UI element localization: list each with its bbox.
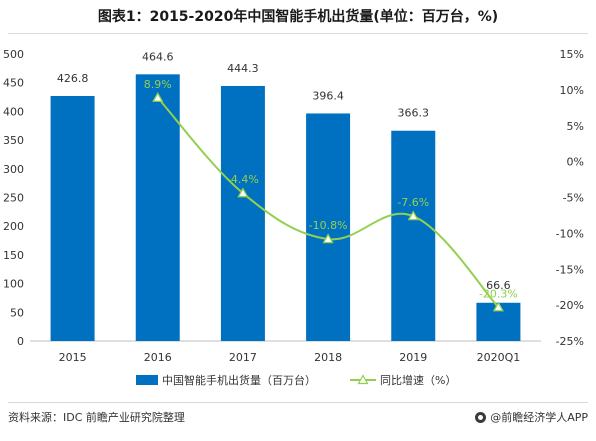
right-axis-tick-label: 5% xyxy=(567,120,584,133)
legend-bar-label: 中国智能手机出货量（百万台） xyxy=(162,373,316,387)
right-axis-tick-label: 15% xyxy=(560,48,584,61)
left-axis-tick-label: 300 xyxy=(3,163,24,176)
bar-value-label: 464.6 xyxy=(142,50,174,63)
right-axis-tick-label: -20% xyxy=(556,299,584,312)
line-point-marker xyxy=(492,301,505,312)
left-axis-tick-label: 50 xyxy=(10,306,24,319)
left-axis-tick-label: 150 xyxy=(3,249,24,262)
left-axis-tick-label: 100 xyxy=(3,278,24,291)
x-axis-tick-label: 2020Q1 xyxy=(477,351,521,364)
left-axis-tick-label: 250 xyxy=(3,192,24,205)
left-axis-tick-label: 350 xyxy=(3,134,24,147)
right-axis-tick-label: -5% xyxy=(563,192,584,205)
source-note: 资料来源：IDC 前瞻产业研究院整理 xyxy=(8,411,185,424)
line-value-label: -4.4% xyxy=(227,173,259,186)
right-axis-tick-label: -10% xyxy=(556,227,584,240)
line-value-label: -10.8% xyxy=(309,219,348,232)
right-axis-tick-label: 10% xyxy=(560,84,584,97)
line-point-marker xyxy=(237,187,249,198)
left-axis-tick-label: 450 xyxy=(3,77,24,90)
legend-line-label: 同比增速（%） xyxy=(380,373,456,387)
x-axis-tick-label: 2019 xyxy=(399,351,427,364)
line-value-label: 8.9% xyxy=(144,78,172,91)
line-point-marker xyxy=(152,91,164,102)
line-point-marker xyxy=(407,210,419,221)
left-axis-tick-label: 500 xyxy=(3,48,24,61)
x-axis-tick-label: 2018 xyxy=(314,351,342,364)
title-divider xyxy=(8,33,588,34)
brand-logo-icon xyxy=(475,411,487,423)
brand-text: @前瞻经济学人APP xyxy=(490,411,588,424)
line-point-marker xyxy=(322,233,334,244)
left-axis: 0 50 100 150 200 250 300 350 400 450 500 xyxy=(3,48,24,348)
bar xyxy=(220,85,265,341)
right-axis-tick-label: -15% xyxy=(556,263,584,276)
bar-value-label: 366.3 xyxy=(398,107,430,120)
right-axis-tick-label: -25% xyxy=(556,335,584,348)
bar xyxy=(306,113,351,341)
bar-value-label: 444.3 xyxy=(227,62,259,75)
bar-value-labels: 426.8 464.6 444.3 396.4 366.3 66.6 xyxy=(57,50,511,291)
left-axis-tick-label: 400 xyxy=(3,105,24,118)
x-axis: 2015 2016 2017 2018 2019 2020Q1 xyxy=(30,340,541,364)
x-axis-tick-label: 2017 xyxy=(229,351,257,364)
right-axis-tick-label: 0% xyxy=(567,156,584,169)
bar-series xyxy=(50,74,521,341)
bar-value-label: 66.6 xyxy=(486,279,511,292)
bar-value-label: 396.4 xyxy=(312,89,344,102)
x-axis-tick-label: 2015 xyxy=(59,351,87,364)
chart-title: 图表1：2015-2020年中国智能手机出货量(单位：百万台，%) xyxy=(97,9,499,25)
line-value-labels: 8.9% -4.4% -10.8% -7.6% -20.3% xyxy=(144,78,518,301)
line-value-label: -7.6% xyxy=(397,196,429,209)
bar xyxy=(391,130,436,341)
bar xyxy=(135,74,180,341)
left-axis-tick-label: 0 xyxy=(17,335,24,348)
line-value-label: -20.3% xyxy=(479,287,518,300)
bar xyxy=(50,96,95,341)
source-divider xyxy=(8,402,588,403)
legend-bar-swatch xyxy=(136,375,158,385)
x-axis-tick-label: 2016 xyxy=(144,351,172,364)
bar-value-label: 426.8 xyxy=(57,72,89,85)
left-axis-tick-label: 200 xyxy=(3,220,24,233)
right-axis: -25% -20% -15% -10% -5% 0% 5% 10% 15% xyxy=(556,48,584,348)
footer-brand: @前瞻经济学人APP xyxy=(475,409,588,425)
legend-line-marker xyxy=(357,374,369,385)
chart-legend: 中国智能手机出货量（百万台） 同比增速（%） xyxy=(136,373,456,387)
line-series xyxy=(152,91,505,312)
